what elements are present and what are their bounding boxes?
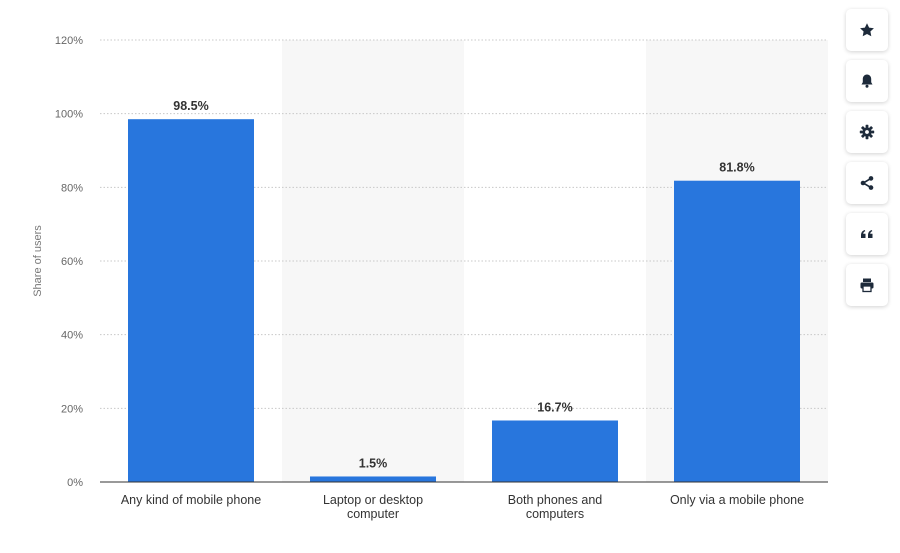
star-icon xyxy=(860,23,874,37)
category-label-line: Only via a mobile phone xyxy=(670,493,804,507)
bar xyxy=(310,476,436,482)
data-label: 16.7% xyxy=(537,400,572,414)
category-label-line: Both phones and xyxy=(508,493,603,507)
category-label: Laptop or desktop computer xyxy=(323,493,423,521)
share-button[interactable] xyxy=(846,162,888,204)
settings-button[interactable] xyxy=(846,111,888,153)
category-label-line: Any kind of mobile phone xyxy=(121,493,261,507)
bar xyxy=(492,420,618,482)
y-tick-label: 20% xyxy=(61,403,83,415)
data-label: 81.8% xyxy=(719,161,754,175)
category-label: Only via a mobile phone xyxy=(670,493,804,507)
bar xyxy=(128,119,254,483)
y-axis-title: Share of users xyxy=(32,225,44,297)
chart-toolbar xyxy=(846,9,890,315)
y-tick-label: 40% xyxy=(61,330,83,342)
data-label: 1.5% xyxy=(359,456,388,470)
category-label-line: Laptop or desktop xyxy=(323,493,423,507)
category-label-line: computer xyxy=(347,507,399,521)
bell-icon xyxy=(861,74,873,88)
favorite-button[interactable] xyxy=(846,9,888,51)
bar xyxy=(674,180,800,482)
printer-icon xyxy=(860,278,874,293)
gear-icon xyxy=(859,124,875,140)
notification-button[interactable] xyxy=(846,60,888,102)
y-tick-label: 80% xyxy=(61,182,83,194)
y-tick-label: 100% xyxy=(55,109,83,121)
quote-icon xyxy=(861,230,873,238)
cite-button[interactable] xyxy=(846,213,888,255)
y-tick-label: 60% xyxy=(61,256,83,268)
category-label: Any kind of mobile phone xyxy=(121,493,261,507)
category-label: Both phones and computers xyxy=(508,493,603,521)
y-tick-label: 120% xyxy=(55,35,83,47)
data-label: 98.5% xyxy=(173,99,208,113)
share-icon xyxy=(860,176,874,190)
y-tick-label: 0% xyxy=(67,477,83,489)
category-label-line: computers xyxy=(526,507,584,521)
print-button[interactable] xyxy=(846,264,888,306)
